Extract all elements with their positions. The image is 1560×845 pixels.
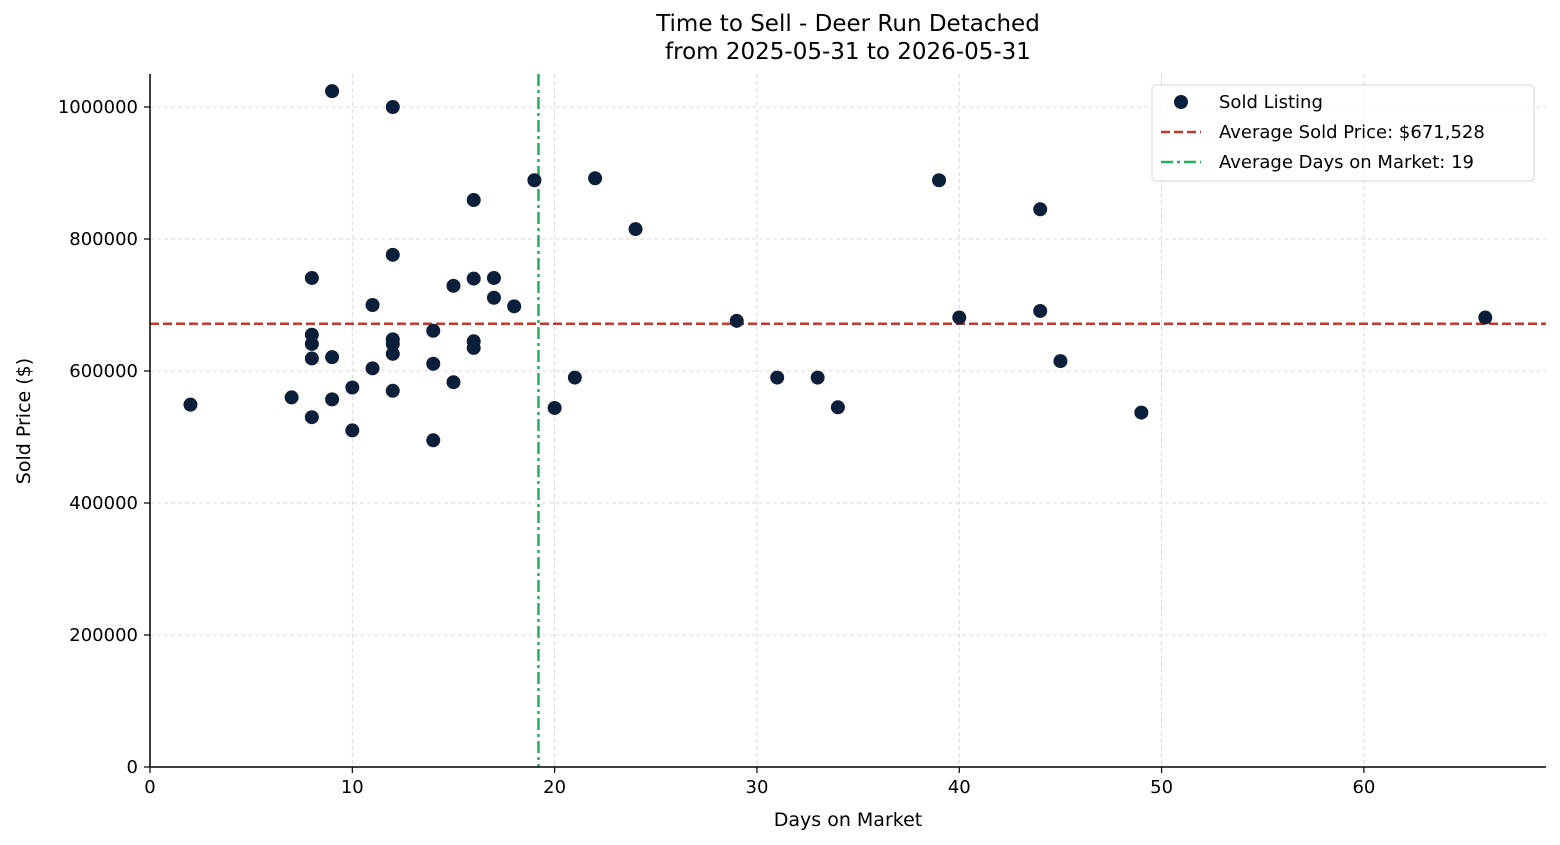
data-point [1033,202,1048,217]
chart-subtitle: from 2025-05-31 to 2026-05-31 [665,39,1031,65]
legend-box [1151,84,1535,182]
x-tick-label: 10 [341,777,364,798]
data-point [628,222,643,237]
data-point [284,390,299,405]
x-tick-label: 30 [746,777,769,798]
data-point [325,350,340,365]
data-point [304,270,319,285]
data-point [1134,405,1149,420]
data-point [567,370,582,385]
data-point [325,84,340,99]
data-point [345,423,360,438]
y-tick-label: 1000000 [58,97,138,118]
data-point [1033,303,1048,318]
reference-lines [150,74,1546,767]
data-point [810,370,825,385]
data-point [304,351,319,366]
data-point [345,380,360,395]
data-point [183,397,198,412]
data-point [588,171,603,186]
data-point [486,270,501,285]
data-point [385,100,400,114]
legend-label-avg-price: Average Sold Price: $671,528 [1219,122,1485,143]
data-point [385,336,400,351]
data-point [770,370,785,385]
x-tick-label: 50 [1150,777,1173,798]
chart-title: Time to Sell - Deer Run Detached [656,11,1040,37]
legend-marker-sold [1174,95,1188,109]
data-point [446,278,461,293]
data-point [830,400,845,415]
data-point [385,346,400,361]
data-point [486,290,501,305]
data-point [466,271,481,286]
data-point [365,298,380,312]
y-tick-label: 600000 [69,361,138,382]
y-tick-label: 400000 [69,493,138,514]
data-point [527,173,542,188]
data-point [385,247,400,262]
y-tick-label: 800000 [69,229,138,250]
tick-labels: 0 10 20 30 40 50 60 0 200000 400000 600000 800000 10… [58,97,1376,798]
chart-title-block: Time to Sell - Deer Run Detached from 20… [150,10,1546,66]
data-point [932,173,947,188]
x-axis-label: Days on Market [774,809,922,831]
x-tick-label: 40 [948,777,971,798]
data-points [183,84,1493,448]
data-point [1478,310,1493,325]
data-point [466,340,481,355]
y-axis-label: Sold Price ($) [13,358,35,484]
legend: Sold Listing Average Sold Price: $671,528… [1151,84,1535,182]
x-tick-label: 60 [1352,777,1375,798]
data-point [365,361,380,376]
data-point [507,299,522,314]
data-point [446,375,461,390]
x-tick-label: 20 [543,777,566,798]
data-point [426,356,441,371]
data-point [1053,354,1068,369]
data-point [304,336,319,351]
data-point [547,400,562,415]
x-tick-label: 0 [144,777,155,798]
y-tick-label: 0 [127,757,138,778]
axes [144,74,1546,773]
data-point [729,313,744,328]
data-point [466,193,481,208]
legend-label-avg-days: Average Days on Market: 19 [1219,152,1474,173]
data-point [385,383,400,398]
data-point [426,433,441,448]
data-point [325,392,340,407]
legend-label-sold: Sold Listing [1219,92,1323,113]
data-point [304,410,319,425]
data-point [426,323,441,338]
data-point [952,310,967,325]
y-tick-label: 200000 [69,625,138,646]
